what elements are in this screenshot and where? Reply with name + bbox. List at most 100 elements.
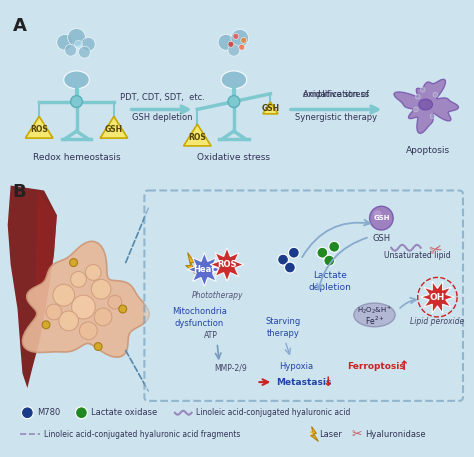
Circle shape [94,308,112,326]
Polygon shape [8,186,57,388]
Text: GSH: GSH [261,105,280,113]
Circle shape [75,407,87,419]
Text: ROS: ROS [189,133,206,142]
Text: Heat: Heat [193,265,216,274]
Text: B: B [13,182,26,201]
Text: PDT, CDT, SDT,  etc.: PDT, CDT, SDT, etc. [119,93,204,101]
Text: Metastasis: Metastasis [276,377,331,387]
Circle shape [433,92,438,97]
Circle shape [420,87,425,92]
Text: Synergistic therapy: Synergistic therapy [295,113,377,122]
Circle shape [228,96,240,107]
Circle shape [46,304,62,320]
Circle shape [72,295,95,319]
Circle shape [413,107,418,112]
Circle shape [119,305,127,313]
Ellipse shape [354,303,395,327]
Text: Fe$^{2+}$: Fe$^{2+}$ [365,315,384,327]
Circle shape [74,40,82,48]
Circle shape [415,94,420,99]
Circle shape [228,41,234,47]
Circle shape [370,206,393,230]
Circle shape [71,271,86,287]
Circle shape [42,321,50,329]
Circle shape [329,241,339,252]
Polygon shape [421,281,454,313]
Text: Mitochondria
dysfunction: Mitochondria dysfunction [172,307,227,328]
Text: H$_2$O$_2$&H$^+$: H$_2$O$_2$&H$^+$ [357,304,392,316]
Circle shape [85,265,101,280]
Text: Redox hemeostasis: Redox hemeostasis [33,153,120,162]
Text: ↓: ↓ [323,376,334,388]
Circle shape [231,29,249,47]
Polygon shape [183,124,211,146]
Ellipse shape [64,71,89,89]
Text: GSH depletion: GSH depletion [132,113,192,122]
Text: oxidative stress: oxidative stress [303,79,369,99]
Circle shape [374,210,382,218]
Circle shape [94,343,102,351]
Text: ✂: ✂ [352,428,362,441]
Circle shape [108,295,122,309]
Text: MMP-2/9: MMP-2/9 [214,364,247,373]
Text: Phototherapy: Phototherapy [191,291,243,300]
Text: Amplification of: Amplification of [303,90,369,99]
Text: GSH: GSH [373,215,390,221]
Polygon shape [22,241,149,357]
Circle shape [53,284,74,306]
Circle shape [430,114,435,119]
Circle shape [21,407,33,419]
Text: Lactate oxidase: Lactate oxidase [91,408,157,417]
Text: Hypoxia: Hypoxia [279,362,313,371]
Circle shape [289,247,299,258]
Circle shape [59,311,79,331]
Polygon shape [210,248,244,282]
Polygon shape [310,426,319,441]
Circle shape [324,255,335,266]
Polygon shape [35,191,57,339]
Text: Unsaturated lipid: Unsaturated lipid [383,251,450,260]
Circle shape [317,247,328,258]
Polygon shape [188,253,221,286]
Circle shape [278,254,289,265]
Text: Hyaluronidase: Hyaluronidase [365,430,425,439]
Circle shape [91,279,111,299]
Text: Lactate
depletion: Lactate depletion [309,271,352,292]
Polygon shape [263,102,278,114]
Ellipse shape [221,71,246,89]
Text: OH: OH [430,292,445,302]
Text: ROS: ROS [30,125,48,134]
Circle shape [71,96,82,107]
Circle shape [218,34,234,50]
Text: GSH: GSH [372,234,391,243]
Ellipse shape [419,99,432,110]
Text: Ferroptosis: Ferroptosis [347,362,405,371]
Text: Laser: Laser [319,430,342,439]
Text: Linoleic acid-conjugated hyaluronic acid fragments: Linoleic acid-conjugated hyaluronic acid… [44,430,240,439]
Text: Apoptosis: Apoptosis [406,146,450,155]
Circle shape [57,34,73,50]
Circle shape [241,37,246,43]
Text: Starving
therapy: Starving therapy [265,317,301,338]
Text: ATP: ATP [204,331,218,340]
Circle shape [228,44,240,56]
Polygon shape [100,117,128,138]
Circle shape [239,44,245,50]
Circle shape [233,33,239,39]
Text: ✂: ✂ [428,241,444,259]
Polygon shape [186,253,197,275]
FancyBboxPatch shape [145,191,463,401]
Circle shape [79,46,91,58]
Circle shape [68,28,85,46]
Text: A: A [13,16,27,35]
Text: Linoleic acid-conjugated hyaluronic acid: Linoleic acid-conjugated hyaluronic acid [195,408,350,417]
Text: GSH: GSH [105,125,123,134]
Circle shape [80,322,97,340]
Circle shape [70,259,78,266]
Text: Oxidative stress: Oxidative stress [197,153,270,162]
Text: Lipid peroxide: Lipid peroxide [410,317,465,326]
Text: ↑: ↑ [399,360,409,373]
Circle shape [284,262,295,273]
Text: ⚡: ⚡ [307,430,314,440]
Circle shape [65,44,76,56]
